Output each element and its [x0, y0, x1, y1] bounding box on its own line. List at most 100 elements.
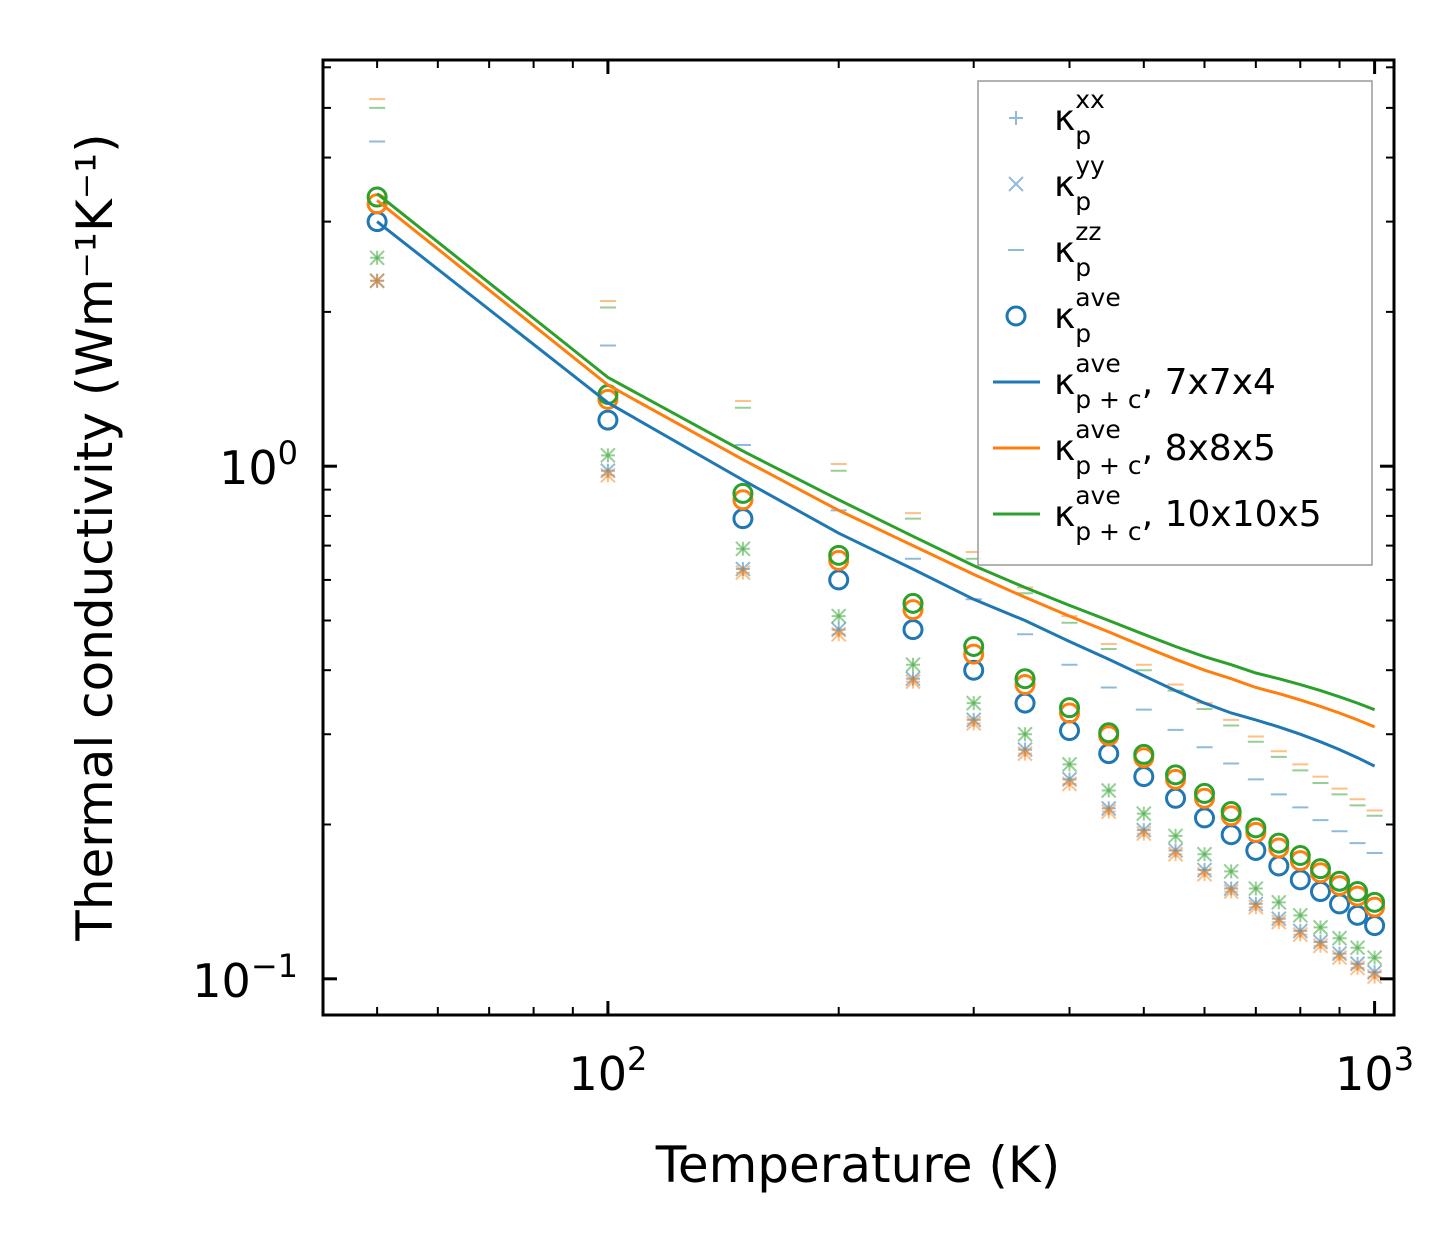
series-10x10x5-kyy-point: [600, 447, 616, 464]
series-10x10x5-kyy-point: [1331, 930, 1348, 946]
series-10x10x5-kyy-point-shape: [735, 541, 751, 557]
legend-label-subscript: p: [1075, 121, 1091, 150]
y-tick-label-base: 10: [192, 954, 251, 1008]
series-10x10x5-kave-point-shape: [1165, 764, 1187, 786]
series-10x10x5-kyy-point-shape: [1271, 894, 1287, 911]
legend-label-grid: , 10x10x5: [1142, 494, 1322, 535]
legend-marker-shape: [1008, 176, 1024, 192]
series-10x10x5-kyy-point: [830, 608, 847, 624]
series-8x8x5-kyy-point: [905, 673, 921, 690]
series-10x10x5-kyy-point: [369, 250, 385, 266]
x-tick-label-base: 10: [568, 1047, 627, 1101]
plot-frame: [321, 58, 1396, 1017]
series-10x10x5-kave-point-shape: [828, 544, 850, 566]
legend-entry: κyy p: [1008, 151, 1105, 216]
legend-label-subscript: p: [1075, 187, 1091, 216]
series-10x10x5-kyy-point: [1196, 846, 1213, 862]
legend-label: κave p + c, 8x8x5: [1054, 415, 1276, 480]
x-tick-label: 102: [568, 1040, 647, 1101]
series-7x7x4-kave-point: [963, 659, 985, 681]
series-10x10x5-kave-point-shape: [1347, 881, 1369, 903]
legend-label-kappa: κ: [1054, 428, 1075, 469]
y-tick-label: 10−1: [192, 947, 298, 1008]
legend-label-kappa: κ: [1054, 296, 1075, 337]
series-10x10x5-kave-point: [1220, 801, 1242, 823]
series-10x10x5-kyy-point: [1136, 805, 1152, 822]
series-10x10x5-kave-point-shape: [1364, 891, 1386, 913]
series-8x8x5-kyy-point-shape: [1223, 883, 1239, 900]
series-8x8x5-kyy-point-shape: [1017, 745, 1033, 762]
series-10x10x5-kyy-point-shape: [1061, 756, 1078, 773]
series-8x8x5-kyy-point-shape: [1312, 938, 1329, 954]
series-8x8x5-kyy-point-shape: [369, 273, 385, 289]
series-8x8x5-kyy-point: [1366, 968, 1383, 985]
series-10x10x5-kyy-point-shape: [1248, 880, 1264, 897]
series-8x8x5-kyy-point: [1271, 914, 1287, 930]
legend-label-kappa: κ: [1054, 362, 1075, 403]
legend-label-superscript: ave: [1075, 283, 1121, 312]
series-10x10x5-kave-point: [1364, 891, 1386, 913]
series-10x10x5-kave-point-shape: [1309, 858, 1331, 880]
series-8x8x5-kyy-point-shape: [1136, 825, 1152, 842]
series-8x8x5-kyy-point: [369, 273, 385, 289]
series-8x8x5-kyy-point: [1331, 949, 1348, 966]
series-7x7x4-kave-point: [1194, 807, 1216, 829]
series-7x7x4-kave-point-shape: [902, 619, 924, 641]
series-10x10x5-kave-point-shape: [1014, 668, 1036, 690]
legend-marker-shape: [1005, 305, 1027, 327]
series-10x10x5-kyy-point-shape: [1331, 930, 1348, 946]
series-8x8x5-kyy-point-shape: [1331, 949, 1348, 966]
series-8x8x5-kpc-line: [376, 199, 1376, 729]
x-tick-label-exponent: 2: [627, 1040, 647, 1078]
series-10x10x5-kave-point-shape: [1289, 845, 1311, 867]
series-8x8x5-kyy-point-shape: [735, 564, 751, 581]
legend-label-grid: , 8x8x5: [1142, 428, 1276, 469]
series-8x8x5-kyy-point: [1292, 926, 1309, 943]
series-10x10x5-kave-point: [1059, 697, 1081, 719]
series-10x10x5-kave-point-shape: [1268, 832, 1290, 854]
series-10x10x5-kyy-point-shape: [1223, 863, 1239, 880]
series-10x10x5-kave-point-shape: [1220, 801, 1242, 823]
series-10x10x5-kyy-point-shape: [1292, 907, 1309, 924]
series-7x7x4-kpc-line: [376, 220, 1376, 768]
y-tick-label: 100: [219, 434, 298, 495]
series-8x8x5-kyy-point-shape: [1196, 866, 1213, 882]
series-10x10x5-kyy-point: [1312, 919, 1329, 936]
legend-label-kappa: κ: [1054, 98, 1075, 139]
series-10x10x5-ave: [366, 186, 1386, 913]
legend-label: κyy p: [1054, 151, 1105, 216]
y-tick-label-exponent: −1: [251, 947, 298, 985]
x-axis-label: Temperature (K): [655, 1136, 1060, 1194]
legend-marker: [1008, 176, 1024, 192]
series-8x8x5-kyy-point: [1167, 846, 1184, 862]
legend-entry: κxx p: [1009, 85, 1105, 150]
series-10x10x5-kyy-point-shape: [1167, 828, 1184, 844]
series-10x10x5-kyy-point: [1292, 907, 1309, 924]
series-8x8x5-kyy-point-shape: [1061, 776, 1078, 792]
series-8x8x5-kave-point: [732, 489, 754, 511]
series-10x10x5-kyy-point: [1167, 828, 1184, 844]
legend-label-superscript: ave: [1075, 415, 1121, 444]
series-8x8x5-kyy-point-shape: [1292, 926, 1309, 943]
series-8x8x5-kave-point-shape: [1014, 674, 1036, 696]
y-tick-label-base: 10: [219, 441, 278, 495]
legend-entry: κave p: [1005, 283, 1121, 348]
series-10x10x5-kave-point: [1268, 832, 1290, 854]
series-8x8x5-kyy-point: [735, 564, 751, 581]
series-10x10x5-kyy-point-shape: [966, 695, 982, 711]
series-7x7x4-kave-point: [902, 619, 924, 641]
series-10x10x5-kave-point-shape: [963, 635, 985, 657]
series-7x7x4-kave-point-shape: [597, 409, 619, 431]
x-tick-label-exponent: 3: [1394, 1040, 1414, 1078]
series-10x10x5-kyy-point-shape: [830, 608, 847, 624]
series-10x10x5-kyy-point: [735, 541, 751, 557]
series-8x8x5-kyy-point-shape: [1101, 803, 1117, 820]
series-8x8x5-kyy-point-shape: [830, 626, 847, 642]
series-8x8x5-kyy-point: [1136, 825, 1152, 842]
series-10x10x5-kave-point-shape: [1329, 870, 1351, 892]
series-8x8x5-kyy-point: [1017, 745, 1033, 762]
series-10x10x5-kave-point: [1165, 764, 1187, 786]
series-8x8x5-kyy-point: [1349, 960, 1366, 976]
